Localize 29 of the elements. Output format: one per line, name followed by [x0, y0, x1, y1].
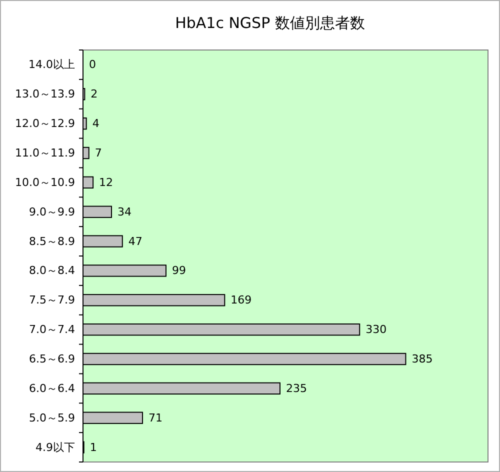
data-label: 12 [99, 176, 114, 189]
data-label: 99 [172, 264, 186, 278]
data-label: 0 [89, 58, 96, 72]
data-label: 7 [94, 146, 102, 160]
data-label: 47 [128, 234, 142, 248]
data-label: 235 [286, 382, 307, 395]
data-label: 169 [230, 294, 252, 307]
y-tick-label: 10.0～10.9 [15, 176, 75, 189]
data-label: 385 [412, 352, 433, 366]
y-tick-label: 9.0～9.9 [29, 205, 75, 218]
chart-title: HbA1c NGSP 数値別患者数 [175, 14, 365, 32]
data-label: 330 [366, 323, 387, 336]
data-label: 2 [90, 88, 98, 101]
y-tick-label: 7.0～7.4 [29, 323, 75, 336]
y-tick-label: 7.5～7.9 [29, 294, 75, 307]
y-tick-label: 5.0～5.9 [29, 411, 75, 424]
y-tick-label: 8.0～8.4 [29, 264, 75, 278]
y-tick-label: 6.0～6.4 [29, 382, 75, 395]
data-label: 71 [148, 411, 163, 424]
y-tick-label: 11.0～11.9 [15, 146, 75, 160]
y-tick-label: 8.5～8.9 [29, 234, 75, 248]
y-tick-label: 14.0以上 [28, 58, 75, 72]
y-tick-label: 6.5～6.9 [29, 352, 75, 366]
y-tick-label: 12.0～12.9 [15, 117, 75, 130]
y-tick-label: 4.9以下 [36, 440, 75, 454]
data-label: 34 [118, 205, 132, 218]
data-label: 1 [90, 440, 97, 454]
y-tick-label: 13.0～13.9 [15, 88, 75, 101]
data-label: 4 [92, 117, 100, 130]
